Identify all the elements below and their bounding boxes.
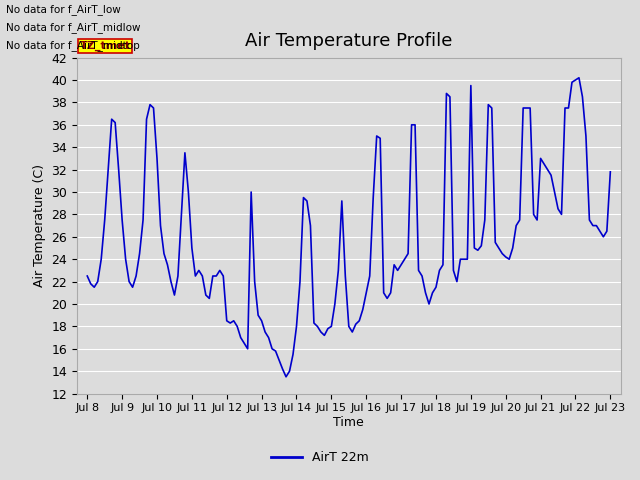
Y-axis label: Air Temperature (C): Air Temperature (C) <box>33 164 45 287</box>
Title: Air Temperature Profile: Air Temperature Profile <box>245 33 452 50</box>
Legend: AirT 22m: AirT 22m <box>266 446 374 469</box>
X-axis label: Time: Time <box>333 416 364 429</box>
Text: No data for f_AirT_low: No data for f_AirT_low <box>6 4 121 15</box>
Text: No data for f_AirT_midlow: No data for f_AirT_midlow <box>6 22 141 33</box>
Text: No data for f_AirT_midtop: No data for f_AirT_midtop <box>6 40 140 51</box>
Text: TZ_tmet: TZ_tmet <box>79 41 131 51</box>
